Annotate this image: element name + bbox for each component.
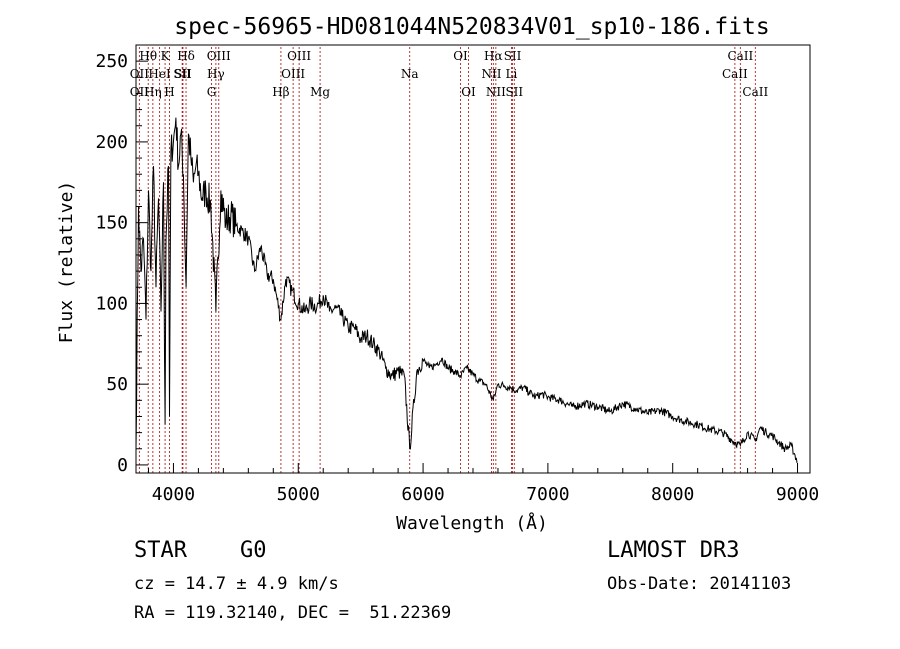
spectral-line-label: OII bbox=[130, 67, 150, 81]
x-tick-label: 7000 bbox=[526, 484, 569, 505]
spectral-line-label: G bbox=[207, 85, 217, 99]
spectral-line-label: OI bbox=[453, 49, 468, 63]
y-tick-label: 200 bbox=[95, 132, 128, 153]
spectral-line-label: CaII bbox=[722, 67, 748, 81]
y-axis-label: Flux (relative) bbox=[56, 181, 77, 344]
x-axis: 4000 5000 6000 7000 8000 9000 bbox=[147, 463, 819, 505]
y-axis: 0 50 100 150 200 250 bbox=[95, 44, 148, 476]
spectral-line-label: Hδ bbox=[177, 49, 195, 63]
x-tick-label: 6000 bbox=[401, 484, 444, 505]
spectral-line-label: H bbox=[164, 85, 174, 99]
spectral-line-label: Hη bbox=[144, 85, 162, 99]
object-subclass: G0 bbox=[240, 538, 267, 563]
coordinates: RA = 119.32140, DEC = 51.22369 bbox=[134, 603, 452, 623]
x-tick-label: 8000 bbox=[651, 484, 694, 505]
spectral-line-label: SII bbox=[505, 85, 523, 99]
spectral-line-label: Na bbox=[401, 67, 419, 81]
spectral-line-label: OIII bbox=[207, 49, 231, 63]
y-tick-label: 250 bbox=[95, 51, 128, 72]
spectral-line-label: OIII bbox=[287, 49, 311, 63]
spectral-line-label: NII bbox=[481, 67, 501, 81]
spectral-line-label: OIII bbox=[281, 67, 305, 81]
spectrum-line bbox=[135, 117, 798, 464]
object-class: STAR bbox=[134, 538, 187, 563]
spectral-line-label: OII bbox=[130, 85, 150, 99]
spectral-line-label: Hα bbox=[484, 49, 503, 63]
spectral-line-label: SII bbox=[504, 49, 522, 63]
spectral-line-label: HeI bbox=[148, 67, 171, 81]
x-tick-label: 9000 bbox=[776, 484, 819, 505]
spectral-line-label: SII bbox=[174, 67, 192, 81]
spectral-line-label: OI bbox=[461, 85, 476, 99]
x-tick-label: 4000 bbox=[152, 484, 195, 505]
chart-title: spec-56965-HD081044N520834V01_sp10-186.f… bbox=[174, 14, 769, 40]
spectral-line-label: K bbox=[161, 49, 171, 63]
spectral-line-label: Hθ bbox=[139, 49, 157, 63]
x-axis-label: Wavelength (Å) bbox=[396, 512, 548, 534]
observation-date: Obs-Date: 20141103 bbox=[607, 574, 792, 594]
spectral-line-label: Hγ bbox=[207, 67, 225, 81]
spectral-line-label: Hβ bbox=[272, 85, 289, 99]
redshift-value: cz = 14.7 ± 4.9 km/s bbox=[134, 574, 339, 594]
spectral-line-label: CaII bbox=[727, 49, 753, 63]
spectral-line-label: Mg bbox=[310, 85, 330, 99]
spectral-line-label: SII bbox=[173, 67, 191, 81]
spectral-line-label: Li bbox=[506, 67, 518, 81]
y-tick-label: 150 bbox=[95, 213, 128, 234]
y-tick-label: 100 bbox=[95, 293, 128, 314]
y-tick-label: 0 bbox=[117, 455, 128, 476]
y-tick-label: 50 bbox=[106, 374, 128, 395]
x-tick-label: 5000 bbox=[277, 484, 320, 505]
survey-name: LAMOST DR3 bbox=[607, 538, 740, 563]
spectral-line-markers bbox=[138, 47, 756, 473]
spectral-line-label: NII bbox=[486, 85, 506, 99]
spectral-line-label: CaII bbox=[742, 85, 768, 99]
plot-frame bbox=[135, 44, 811, 474]
